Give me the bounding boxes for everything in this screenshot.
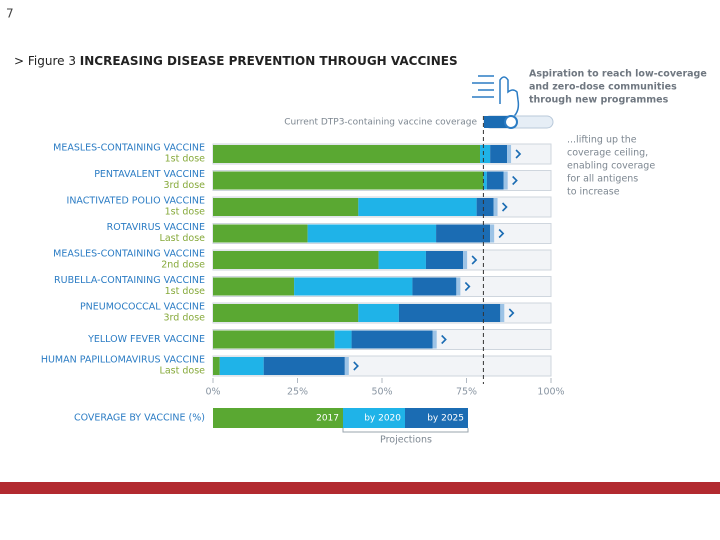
dose-label: 3rd dose [164,180,206,191]
bar-fade [500,304,505,322]
bar-fade [503,171,508,190]
bar-fade [490,224,495,243]
legend-label: by 2025 [427,414,464,424]
chevron [512,175,518,186]
bar-segment [307,224,437,243]
aspiration-note: Aspiration to reach low-coverage [529,69,707,80]
bar-segment [425,251,464,269]
bar-segment [378,251,426,269]
slider-fill [484,116,508,128]
dose-label: 1st dose [165,207,206,218]
bar-segment [213,357,220,375]
title-main: INCREASING DISEASE PREVENTION THROUGH VA… [80,54,458,68]
ceiling-note: coverage ceiling, [567,148,648,159]
bar-segment [213,330,335,349]
bar-fade [493,198,498,216]
legend-swatch [213,408,343,428]
bar-segment [480,145,491,163]
bar-segment [213,224,308,243]
bar-fade [507,145,512,163]
category-label: ROTAVIRUS VACCINE [107,222,205,233]
category-label: RUBELLA-CONTAINING VACCINE [54,275,205,286]
bar-segment [412,277,457,296]
aspiration-note: and zero-dose communities [529,82,677,93]
legend-projections: Projections [380,435,432,446]
bar-segment [358,198,477,216]
slider-knob [504,115,518,129]
bar-segment [490,145,508,163]
category-label: PENTAVALENT VACCINE [94,169,205,180]
chevron [471,255,478,265]
bar-segment [334,330,352,349]
dose-label: Last dose [160,233,206,244]
bar-fade [432,330,437,349]
bar-fade [344,357,349,375]
chevron [441,334,447,345]
bar-segment [294,277,413,296]
bar-fade [463,251,468,269]
x-tick-label: 100% [537,387,564,398]
category-label: HUMAN PAPILLOMAVIRUS VACCINE [41,355,205,366]
bar-segment [213,171,484,190]
chevron [353,361,359,371]
legend-label: 2017 [316,414,339,424]
ceiling-note: enabling coverage [567,161,655,172]
chart-title: > Figure 3 INCREASING DISEASE PREVENTION… [14,54,458,68]
chevron [508,308,515,318]
footer-band [0,482,720,494]
bar-segment [213,251,379,269]
bar-segment [486,171,504,190]
x-tick-label: 75% [456,387,477,398]
ceiling-note: to increase [567,187,620,198]
bar-segment [398,304,501,322]
category-label: MEASLES-CONTAINING VACCINE [53,249,205,260]
chevron [498,228,505,239]
bar-segment [436,224,491,243]
bar-segment [213,198,359,216]
page-number: 7 [6,7,14,21]
legend-swatch [343,408,405,428]
category-label: PNEUMOCOCCAL VACCINE [80,302,205,313]
projection-bracket [342,428,469,433]
dose-label: 1st dose [165,154,206,165]
dose-label: Last dose [160,366,206,377]
ceiling-note: for all antigens [567,174,638,185]
category-label: MEASLES-CONTAINING VACCINE [53,143,205,154]
category-label: INACTIVATED POLIO VACCINE [67,196,205,207]
bar-segment [213,145,481,163]
legend-title: COVERAGE BY VACCINE (%) [74,413,205,424]
x-tick-label: 50% [371,387,392,398]
bar-segment [483,171,487,190]
title-prefix: > Figure 3 [14,54,76,68]
coverage-label: Current DTP3-containing vaccine coverage [284,118,477,128]
aspiration-note: through new programmes [529,95,669,106]
x-tick-label: 0% [205,387,220,398]
dose-label: 2nd dose [161,260,205,271]
chevron [501,202,508,212]
category-label: YELLOW FEVER VACCINE [87,334,205,345]
bar-segment [263,357,345,375]
dose-label: 1st dose [165,286,206,297]
bar-segment [219,357,264,375]
legend-label: by 2020 [364,414,401,424]
x-tick-label: 25% [287,387,308,398]
bar-segment [213,304,359,322]
ceiling-note: ...lifting up the [567,135,637,146]
chevron [515,149,522,159]
bar-segment [351,330,433,349]
bar-fade [456,277,461,296]
bar-segment [476,198,494,216]
legend-swatch [405,408,468,428]
hand-icon [472,75,520,119]
chevron [464,281,471,292]
dose-label: 3rd dose [164,313,206,324]
bar-segment [213,277,295,296]
bar-segment [358,304,399,322]
